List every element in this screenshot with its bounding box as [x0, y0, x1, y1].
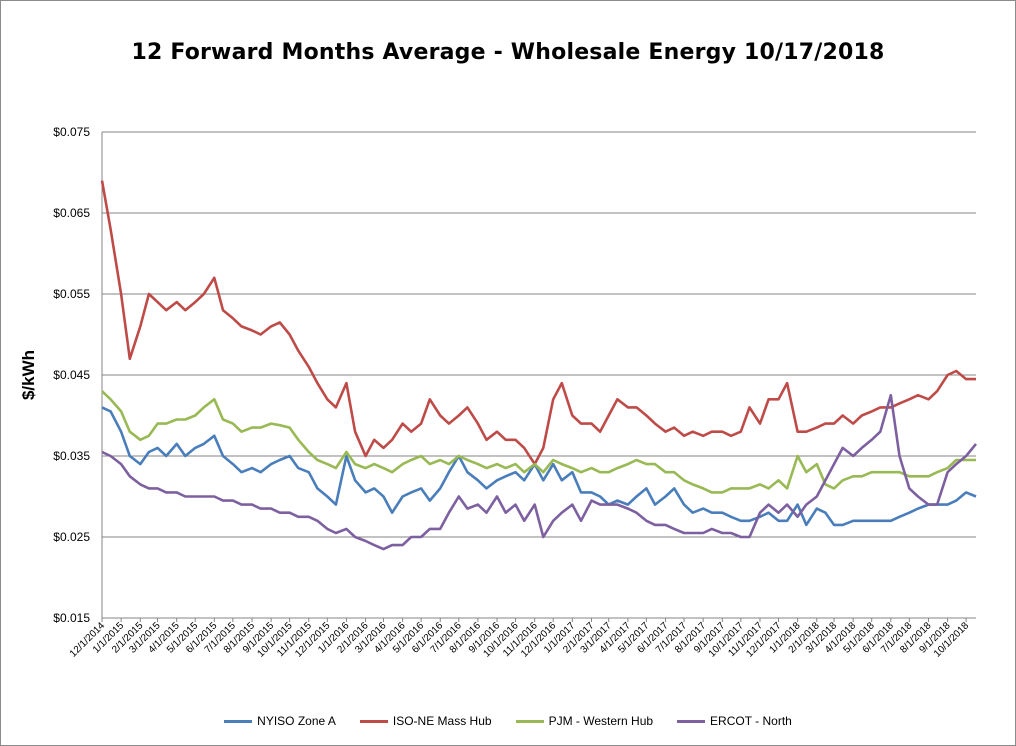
- legend-label: PJM - Western Hub: [548, 714, 654, 728]
- y-tick-label: $0.045: [53, 368, 90, 382]
- legend-item: NYISO Zone A: [224, 714, 336, 728]
- series-line-ercot-north: [101, 393, 978, 551]
- y-tick-label: $0.055: [53, 287, 90, 301]
- legend-swatch: [515, 719, 544, 723]
- y-axis-label: $/kWh: [19, 350, 38, 400]
- y-tick-label: $0.065: [53, 206, 90, 220]
- y-tick-label: $0.025: [53, 530, 90, 544]
- legend-swatch: [359, 719, 388, 723]
- series-line-iso-ne-mass-hub: [100, 180, 976, 466]
- legend-item: PJM - Western Hub: [515, 714, 654, 728]
- legend-item: ISO-NE Mass Hub: [359, 714, 492, 728]
- legend-label: NYISO Zone A: [257, 714, 336, 728]
- legend-swatch: [224, 719, 253, 723]
- legend-item: ERCOT - North: [677, 714, 792, 728]
- y-tick-label: $0.035: [53, 449, 90, 463]
- series-line-nyiso-zone-a: [101, 406, 977, 527]
- legend-label: ERCOT - North: [710, 714, 792, 728]
- legend-swatch: [677, 719, 706, 723]
- chart-title: 12 Forward Months Average - Wholesale En…: [131, 40, 885, 65]
- legend-label: ISO-NE Mass Hub: [392, 714, 492, 728]
- y-tick-label: $0.015: [53, 611, 90, 625]
- series-line-pjm-western-hub: [101, 390, 976, 494]
- legend: NYISO Zone A ISO-NE Mass Hub PJM - Western…: [0, 714, 1016, 728]
- y-tick-label: $0.075: [53, 125, 90, 139]
